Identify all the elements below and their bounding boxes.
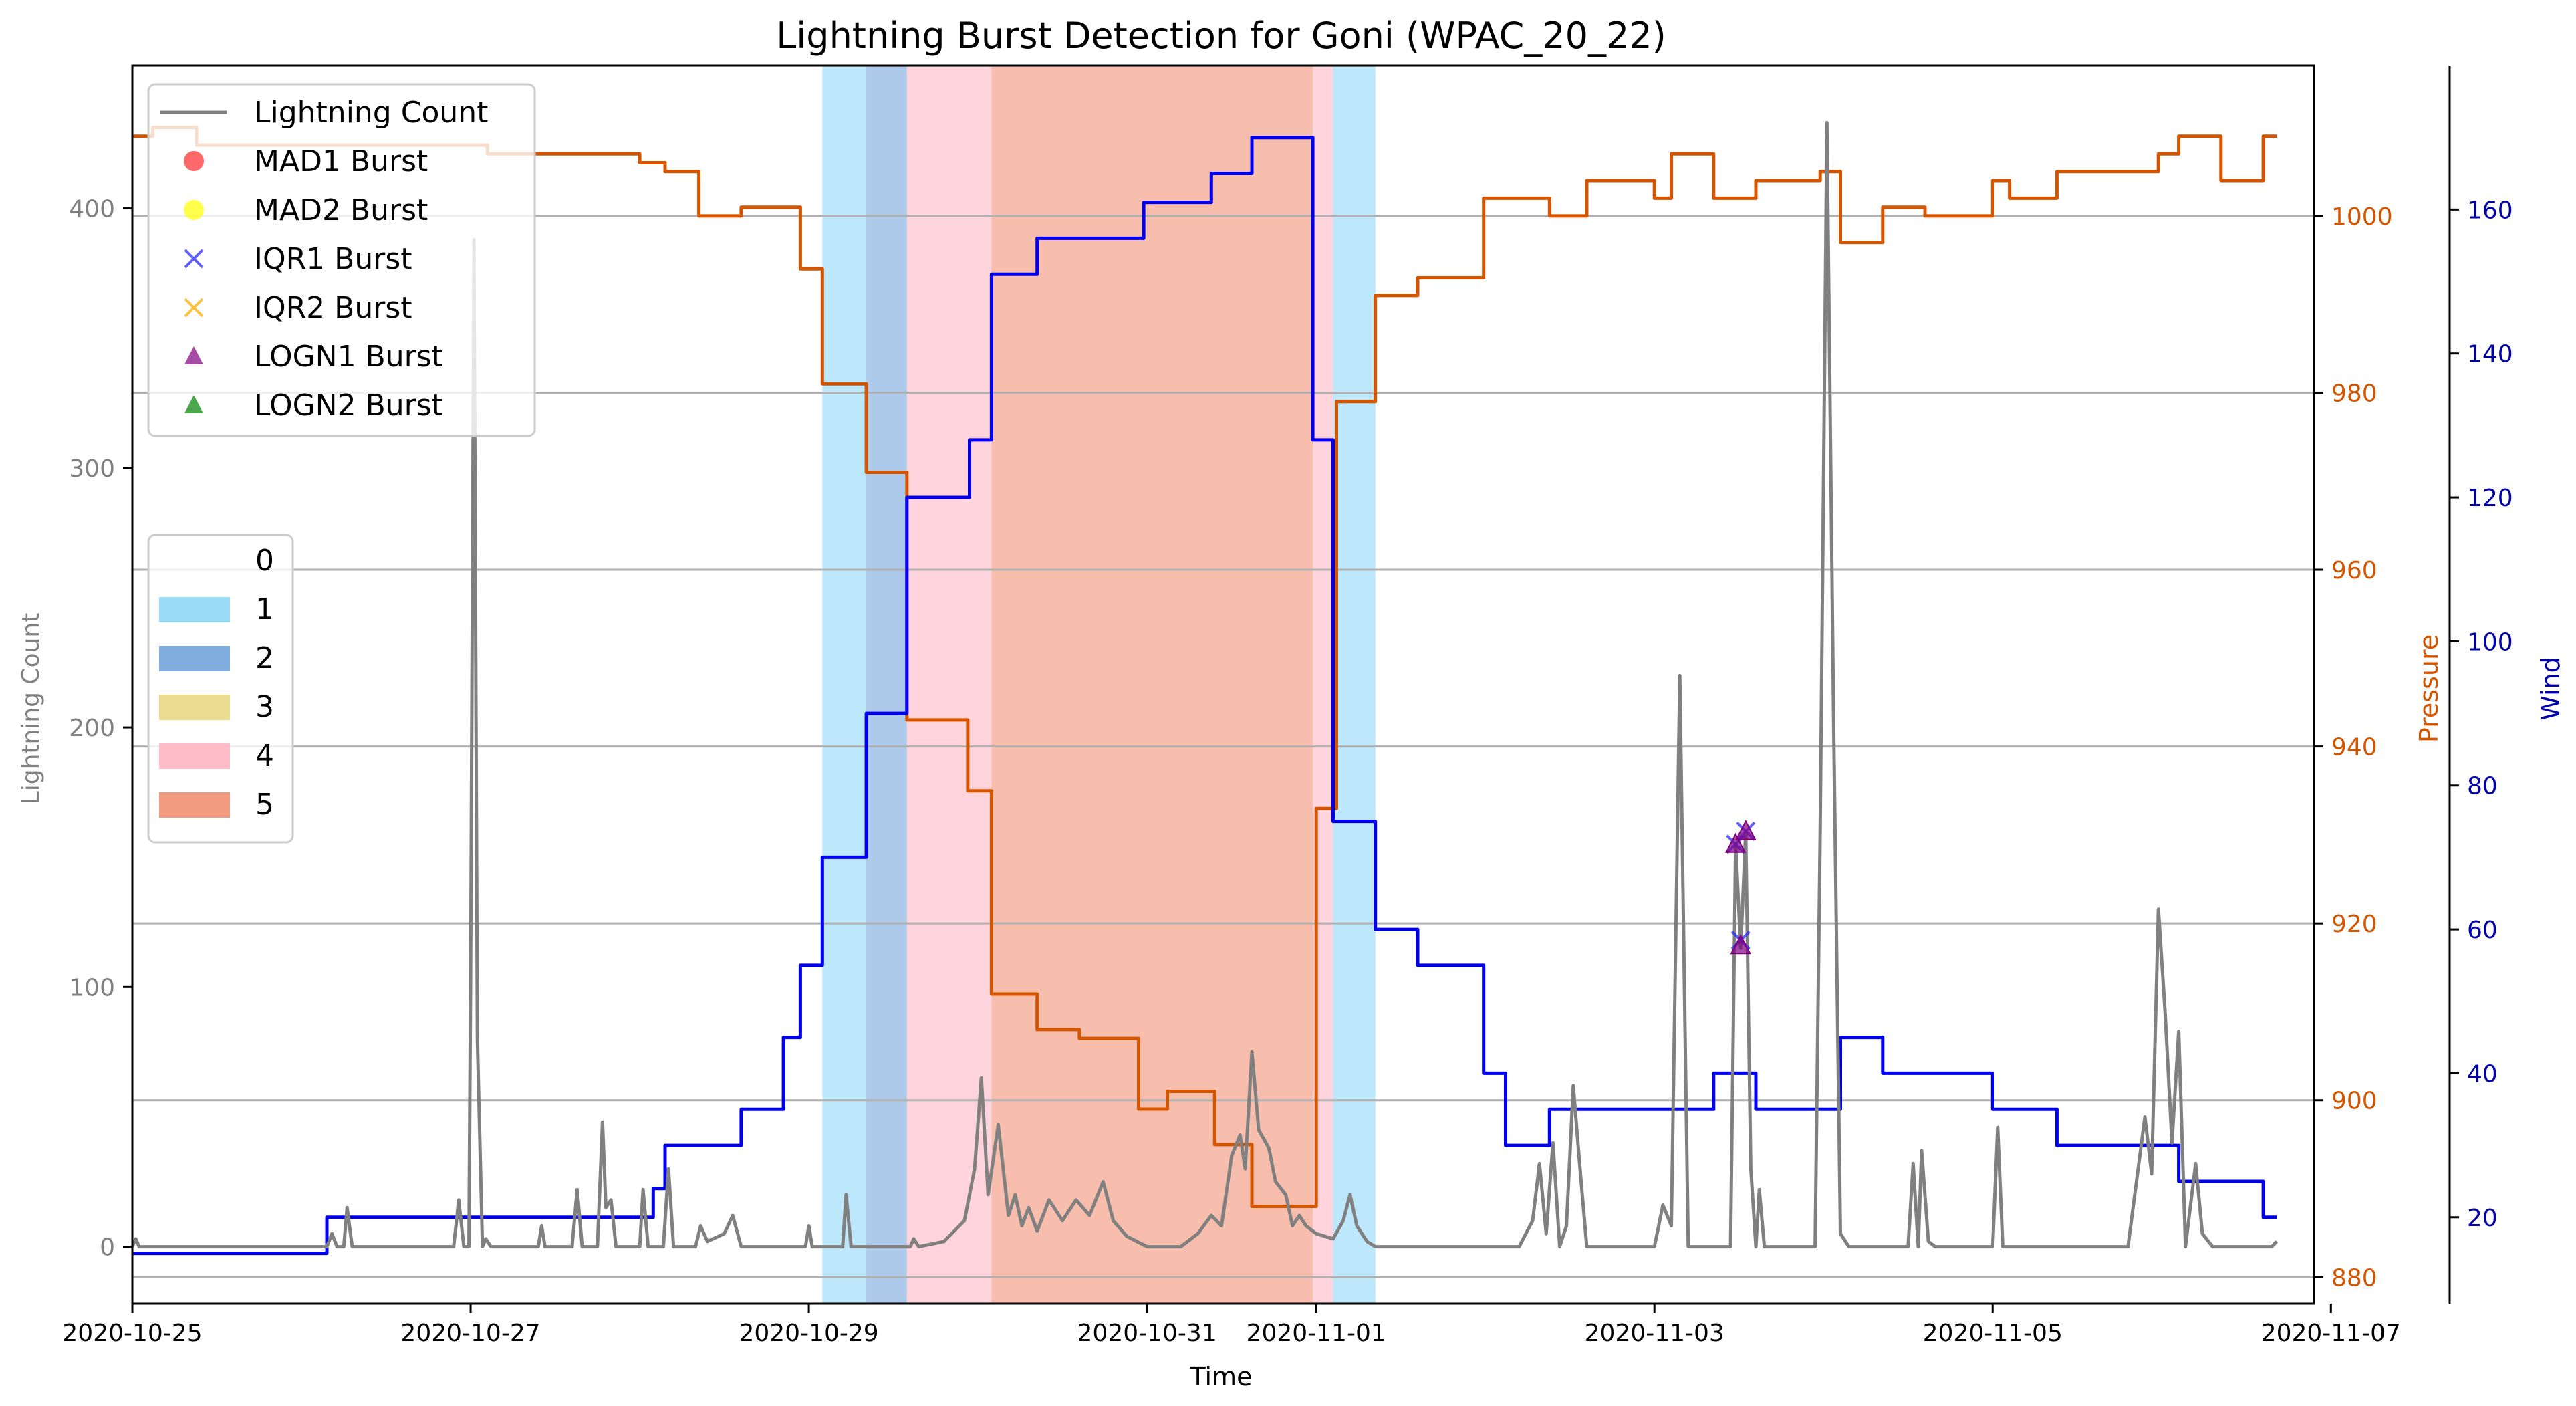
- x-tick-label-0: 2020-10-25: [62, 1320, 202, 1347]
- category-band-0: [822, 66, 867, 1304]
- count-axis-label: Lightning Count: [17, 613, 45, 805]
- legend-swatch-logn1-burst: [184, 346, 203, 364]
- wind-y-ticks: 20 40 60 80 100 120 140 160: [2450, 197, 2513, 1232]
- pressure-tick-label-960: 960: [2331, 557, 2377, 584]
- axes: [131, 64, 2451, 1305]
- legend-label-mad1-burst: MAD1 Burst: [254, 144, 428, 179]
- x-tick-label-1: 2020-10-27: [400, 1320, 540, 1347]
- legend-category-swatch-1: [159, 597, 230, 622]
- category-bands: [822, 66, 1376, 1304]
- legend-category-label-2: 2: [255, 641, 274, 675]
- legend-label-mad2-burst: MAD2 Burst: [254, 193, 428, 227]
- legend-category-label-4: 4: [255, 739, 274, 773]
- category-band-2: [906, 66, 992, 1304]
- pressure-tick-label-900: 900: [2331, 1088, 2377, 1115]
- plot-frame: [131, 64, 2315, 1305]
- count-y-ticks: 0 100 200 300 400: [69, 196, 132, 1262]
- x-tick-label-3: 2020-10-31: [1077, 1320, 1217, 1347]
- legend-category-label-1: 1: [255, 592, 274, 626]
- legend-label-iqr2-burst: IQR2 Burst: [254, 291, 412, 325]
- wind-tick-label-160: 160: [2467, 197, 2513, 224]
- logn-marker-4: [1730, 934, 1751, 955]
- lightning-series: [130, 120, 2279, 1249]
- legend-label-logn1-burst: LOGN1 Burst: [254, 340, 443, 374]
- count-tick-label-0: 0: [100, 1234, 115, 1262]
- pressure-tick-label-1000: 1000: [2331, 203, 2393, 231]
- legend-label-iqr1-burst: IQR1 Burst: [254, 242, 412, 276]
- wind-line: [132, 136, 2277, 1256]
- count-tick-label-200: 200: [69, 715, 115, 742]
- category-band-1: [866, 66, 907, 1304]
- legend-swatch-mad2-burst: [184, 200, 204, 220]
- legend-swatch-iqr2-burst: [184, 298, 204, 318]
- wind-tick-label-120: 120: [2467, 485, 2513, 512]
- legend-label-lightning-count: Lightning Count: [254, 96, 488, 130]
- logn-marker-5: [1735, 820, 1757, 840]
- lightning-count-line: [130, 120, 2279, 1249]
- legend-category-swatch-4: [159, 743, 230, 769]
- legend-label-logn2-burst: LOGN2 Burst: [254, 388, 443, 423]
- wind-tick-label-100: 100: [2467, 628, 2513, 656]
- legend-category-label-3: 3: [255, 690, 274, 724]
- x-tick-label-4: 2020-11-01: [1247, 1320, 1386, 1347]
- count-tick-label-300: 300: [69, 455, 115, 483]
- legend-swatch-mad1-burst: [184, 151, 204, 171]
- legend-swatch-logn2-burst: [184, 395, 203, 413]
- legend-category-swatch-2: [159, 646, 230, 671]
- pressure-tick-label-940: 940: [2331, 734, 2377, 761]
- burst-markers: [1725, 820, 1757, 955]
- legend-lines: Lightning Count MAD1 Burst MAD2 Burst IQR1 …: [147, 83, 536, 437]
- x-axis-label: Time: [1190, 1362, 1253, 1391]
- wind-tick-label-60: 60: [2467, 917, 2498, 944]
- category-band-5: [1333, 66, 1376, 1304]
- x-tick-label-2: 2020-10-29: [739, 1320, 878, 1347]
- count-tick-label-400: 400: [69, 196, 115, 223]
- wind-tick-label-80: 80: [2467, 773, 2498, 800]
- x-tick-label-6: 2020-11-05: [1923, 1320, 2063, 1347]
- x-ticks: 2020-10-25 2020-10-27 2020-10-29 2020-10-31…: [62, 1304, 2401, 1347]
- legend-lines-box: [147, 83, 536, 437]
- pressure-axis-label: Pressure: [2414, 634, 2444, 743]
- wind-series: [132, 136, 2277, 1256]
- x-tick-label-7: 2020-11-07: [2261, 1320, 2401, 1347]
- pressure-tick-label-980: 980: [2331, 380, 2377, 407]
- pressure-series: [132, 126, 2277, 1208]
- pressure-tick-label-920: 920: [2331, 911, 2377, 938]
- wind-tick-label-20: 20: [2467, 1205, 2498, 1232]
- x-tick-label-5: 2020-11-03: [1585, 1320, 1724, 1347]
- legend-category-swatch-5: [159, 792, 230, 818]
- count-tick-label-100: 100: [69, 974, 115, 1002]
- legend-swatch-iqr1-burst: [184, 249, 204, 269]
- wind-tick-label-40: 40: [2467, 1060, 2498, 1088]
- wind-tick-label-140: 140: [2467, 341, 2513, 368]
- legend-categories: 0 1 2 3 4 5: [147, 534, 294, 844]
- legend-category-label-0: 0: [255, 544, 274, 578]
- chart-title: Lightning Burst Detection for Goni (WPAC…: [776, 15, 1666, 57]
- logn-marker-3: [1725, 832, 1747, 853]
- pressure-line: [132, 126, 2277, 1208]
- pressure-tick-label-880: 880: [2331, 1264, 2377, 1292]
- pressure-y-ticks: 880 900 920 940 960 980 1000: [2314, 203, 2393, 1292]
- wind-axis-label: Wind: [2536, 657, 2565, 721]
- category-band-3: [991, 66, 1313, 1304]
- legend-category-swatch-3: [159, 695, 230, 720]
- legend-category-label-5: 5: [255, 788, 274, 822]
